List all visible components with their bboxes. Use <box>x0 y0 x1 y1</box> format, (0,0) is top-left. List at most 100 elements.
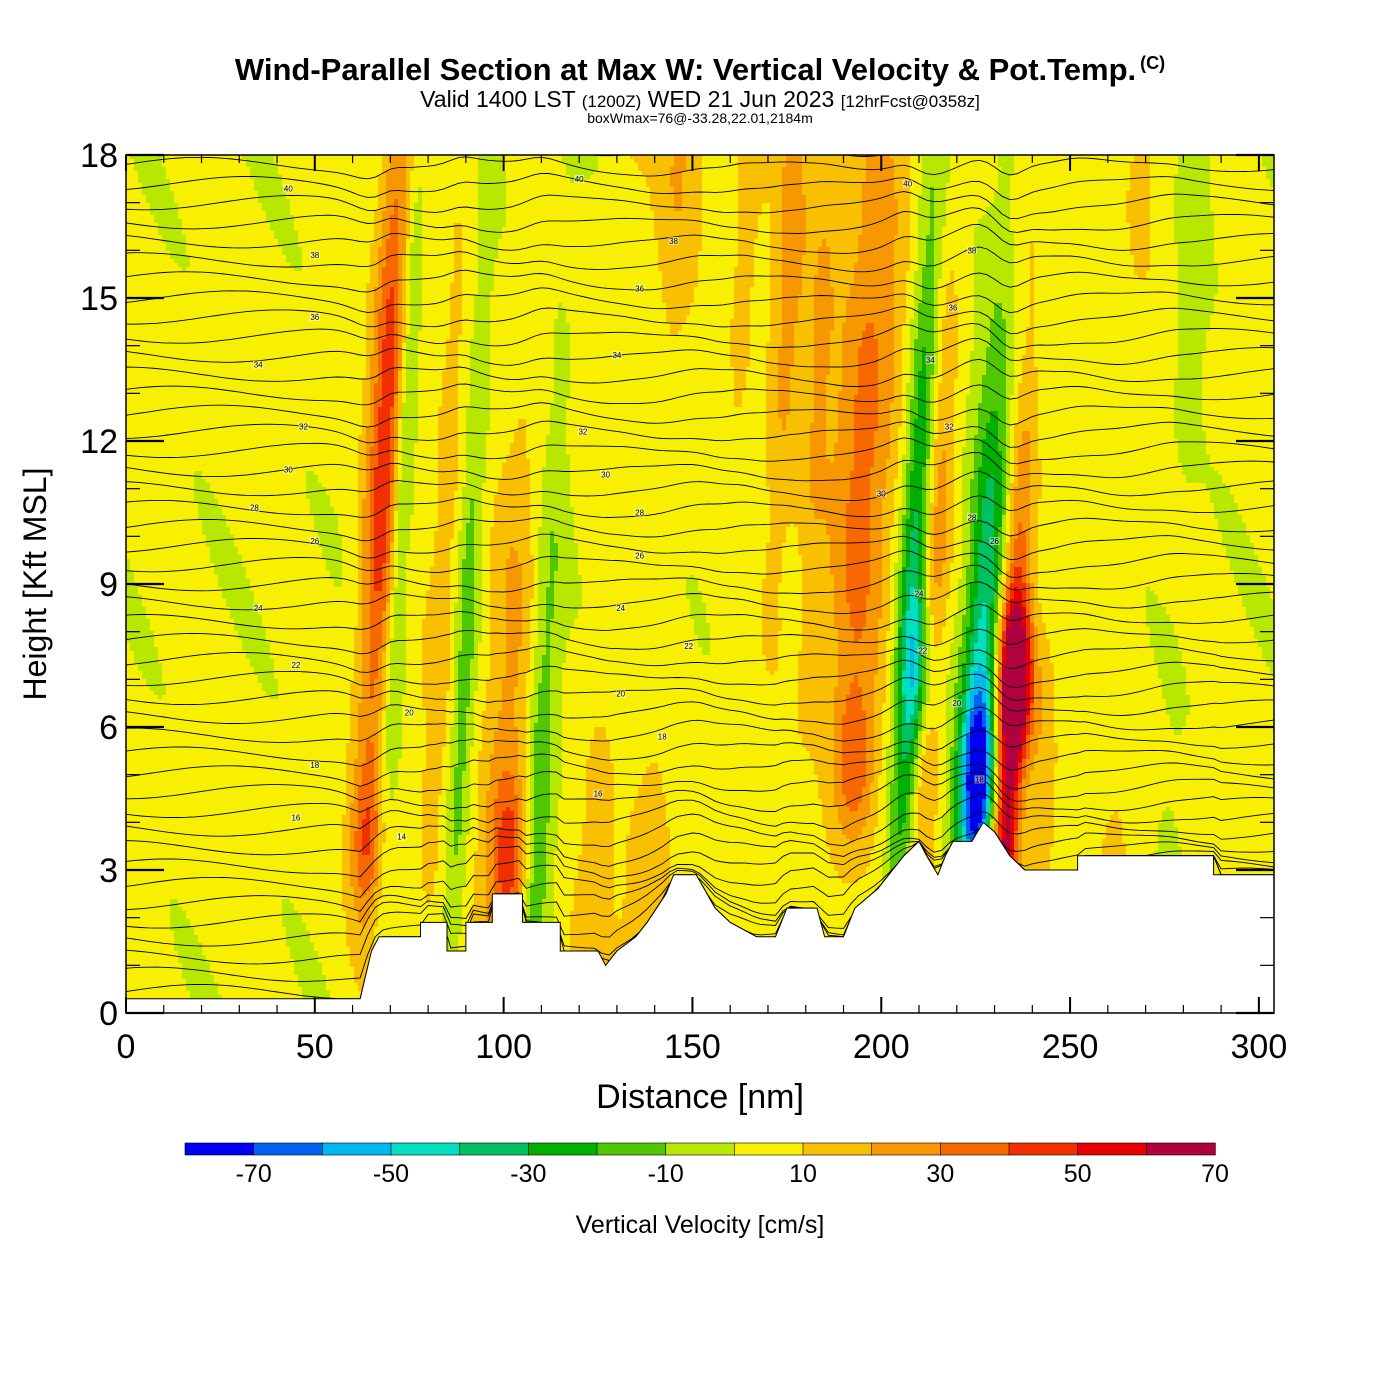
field-cell <box>134 759 139 764</box>
field-cell <box>130 319 135 324</box>
field-cell <box>130 215 135 220</box>
field-cell <box>134 787 139 792</box>
field-cell <box>130 555 135 560</box>
field-cell <box>138 179 143 184</box>
field-cell <box>138 243 143 248</box>
field-cell <box>130 855 135 860</box>
field-cell <box>138 171 143 176</box>
field-cell <box>130 291 135 296</box>
field-cell <box>134 283 139 288</box>
field-cell <box>134 163 139 168</box>
field-cell <box>130 779 135 784</box>
field-cell <box>134 903 139 908</box>
field-cell <box>134 919 139 924</box>
field-cell <box>134 687 139 692</box>
field-cell <box>134 879 139 884</box>
field-cell <box>130 511 135 516</box>
field-cell <box>130 195 135 200</box>
field-cell <box>138 431 143 436</box>
field-cell <box>134 335 139 340</box>
field-cell <box>130 423 135 428</box>
field-cell <box>130 739 135 744</box>
field-cell <box>130 171 135 176</box>
field-cell <box>134 971 139 976</box>
field-cell <box>134 263 139 268</box>
field-cell <box>134 423 139 428</box>
field-cell <box>138 403 143 408</box>
field-cell <box>134 731 139 736</box>
field-cell <box>134 779 139 784</box>
field-cell <box>130 379 135 384</box>
field-cell <box>130 591 135 596</box>
field-cell <box>138 539 143 544</box>
field-cell <box>134 623 139 628</box>
field-cell <box>130 831 135 836</box>
field-cell <box>134 315 139 320</box>
field-cell <box>134 799 139 804</box>
field-cell <box>130 951 135 956</box>
field-cell <box>130 927 135 932</box>
field-cell <box>138 291 143 296</box>
field-cell <box>130 691 135 696</box>
field-cell <box>138 567 143 572</box>
field-cell <box>138 527 143 532</box>
field-cell <box>130 719 135 724</box>
field-cell <box>130 395 135 400</box>
field-cell <box>138 511 143 516</box>
field-cell <box>134 791 139 796</box>
field-cell <box>138 559 143 564</box>
field-cell <box>138 415 143 420</box>
field-cell <box>134 763 139 768</box>
field-cell <box>134 767 139 772</box>
field-cell <box>134 703 139 708</box>
field-cell <box>130 959 135 964</box>
field-cell <box>134 575 139 580</box>
field-cell <box>134 931 139 936</box>
field-cell <box>130 699 135 704</box>
field-cell <box>138 491 143 496</box>
field-cell <box>138 495 143 500</box>
field-cell <box>138 211 143 216</box>
field-cell <box>138 311 143 316</box>
field-cell <box>130 535 135 540</box>
field-cell <box>130 639 135 644</box>
field-cell <box>138 455 143 460</box>
field-cell <box>130 743 135 748</box>
field-cell <box>138 275 143 280</box>
field-cell <box>138 287 143 292</box>
field-cell <box>134 331 139 336</box>
field-cell <box>130 919 135 924</box>
field-cell <box>134 451 139 456</box>
field-cell <box>130 563 135 568</box>
field-cell <box>130 463 135 468</box>
field-cell <box>134 483 139 488</box>
field-cell <box>138 503 143 508</box>
field-cell <box>130 983 135 988</box>
field-cell <box>130 767 135 772</box>
field-cell <box>130 715 135 720</box>
field-cell <box>134 615 139 620</box>
field-cell <box>134 407 139 412</box>
field-cell <box>130 307 135 312</box>
field-cell <box>134 955 139 960</box>
field-cell <box>134 943 139 948</box>
field-cell <box>134 591 139 596</box>
field-cell <box>130 415 135 420</box>
field-cell <box>138 319 143 324</box>
field-cell <box>134 203 139 208</box>
field-cell <box>138 447 143 452</box>
field-cell <box>130 243 135 248</box>
field-cell <box>130 755 135 760</box>
field-cell <box>130 467 135 472</box>
field-cell <box>134 655 139 660</box>
field-cell <box>134 307 139 312</box>
field-cell <box>134 215 139 220</box>
field-cell <box>134 255 139 260</box>
field-cell <box>134 635 139 640</box>
field-cell <box>134 587 139 592</box>
field-cell <box>130 227 135 232</box>
field-cell <box>138 575 143 580</box>
field-cell <box>134 851 139 856</box>
field-cell <box>130 483 135 488</box>
field-cell <box>134 179 139 184</box>
